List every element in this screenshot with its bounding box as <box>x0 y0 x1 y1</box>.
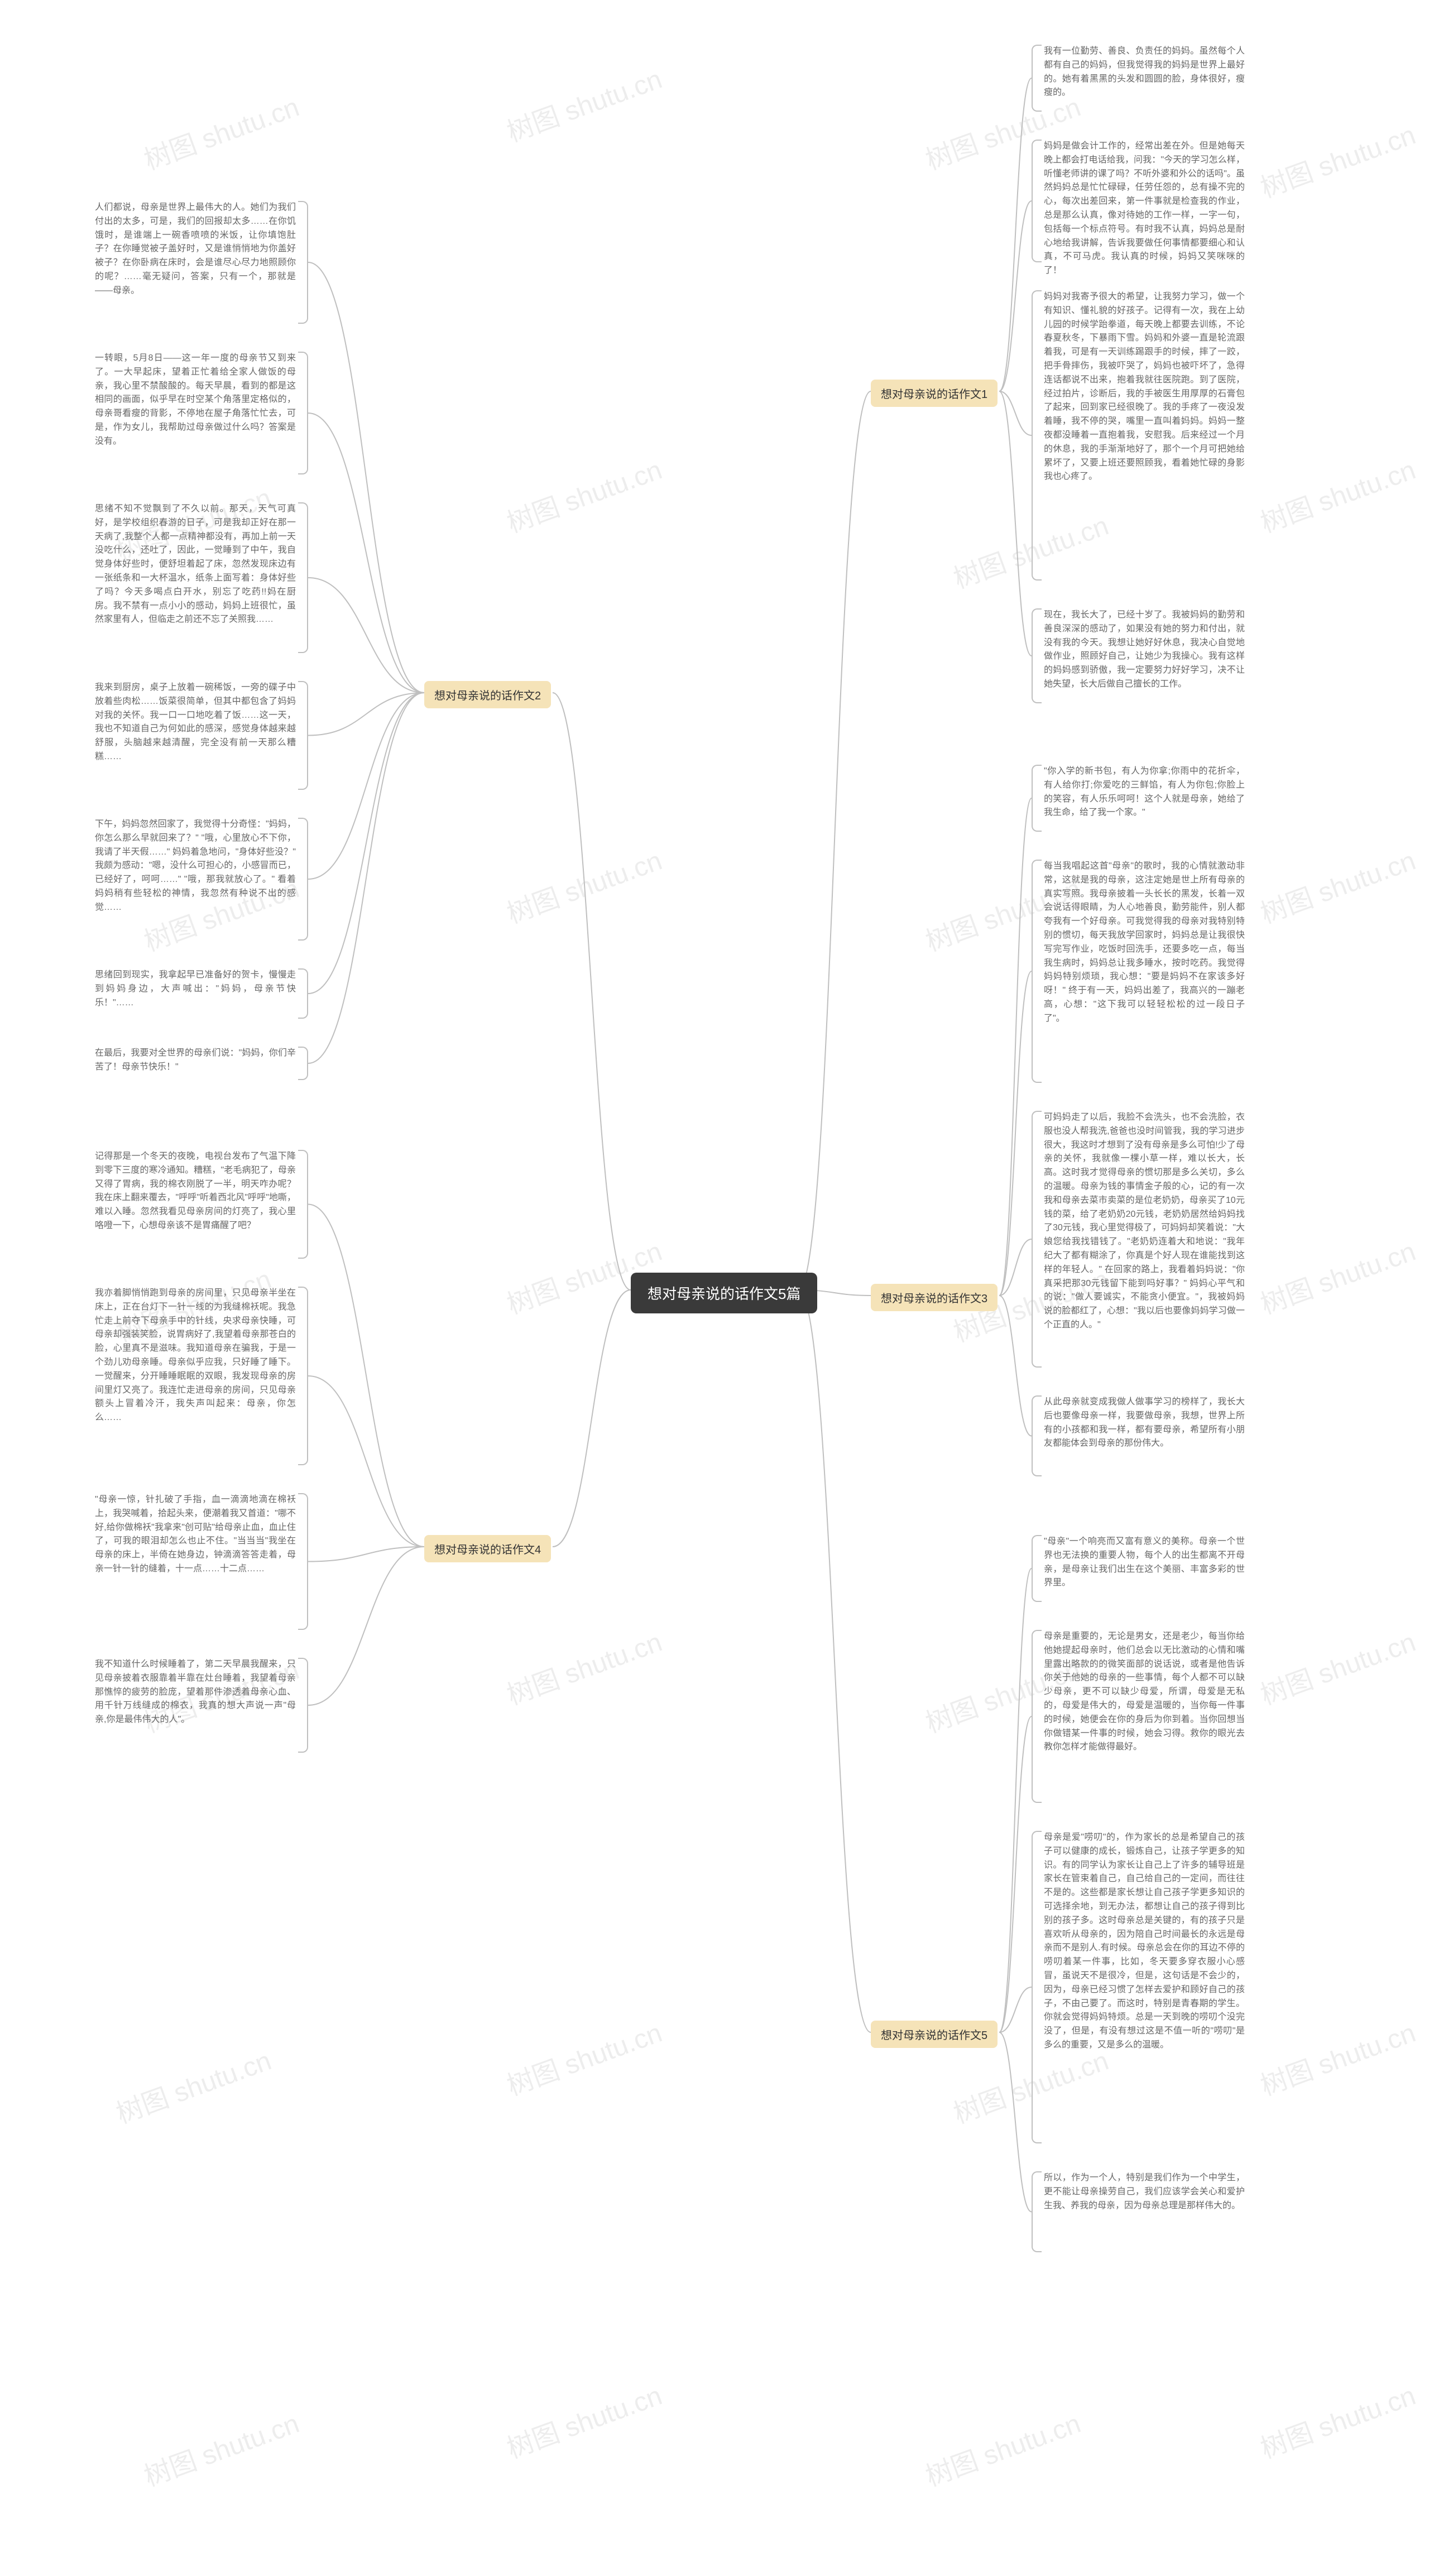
watermark: 树图 shutu.cn <box>138 2401 304 2493</box>
leaf-bracket <box>298 1150 308 1259</box>
leaf-bracket <box>1032 1111 1042 1368</box>
leaf-bracket <box>1032 608 1042 703</box>
leaf-node: 下午，妈妈忽然回家了，我觉得十分奇怪："妈妈，你怎么那么早就回来了？" "哦，心… <box>95 818 296 915</box>
leaf-node: 记得那是一个冬天的夜晚，电视台发布了气温下降到零下三度的寒冷通知。糟糕，"老毛病… <box>95 1150 296 1233</box>
branch-node: 想对母亲说的话作文1 <box>871 380 998 407</box>
watermark: 树图 shutu.cn <box>1254 838 1420 930</box>
leaf-bracket <box>1032 860 1042 1083</box>
watermark: 树图 shutu.cn <box>919 2401 1085 2493</box>
leaf-bracket <box>298 681 308 790</box>
watermark: 树图 shutu.cn <box>501 2011 666 2103</box>
leaf-node: 思绪不知不觉飘到了不久以前。那天，天气可真好，是学校组织春游的日子，可是我却正好… <box>95 502 296 627</box>
leaf-node: 母亲是重要的，无论是男女，还是老少，每当你给他她提起母亲时，他们总会以无比激动的… <box>1044 1630 1245 1754</box>
watermark: 树图 shutu.cn <box>1254 1229 1420 1321</box>
leaf-node: 人们都说，母亲是世界上最伟大的人。她们为我们付出的太多，可是，我们的回报却太多…… <box>95 201 296 298</box>
leaf-node: 妈妈对我寄予很大的希望，让我努力学习，做一个有知识、懂礼貌的好孩子。记得有一次，… <box>1044 290 1245 484</box>
leaf-node: "母亲"一个响亮而又富有意义的美称。母亲一个世界也无法换的重要人物，每个人的出生… <box>1044 1535 1245 1590</box>
leaf-node: "母亲一惊，针扎破了手指，血一滴滴地滴在棉袄上，我哭喊着，拾起头来，便潮着我又首… <box>95 1493 296 1576</box>
leaf-node: 每当我唱起这首"母亲"的歌时，我的心情就激动非常，这就是我的母亲，这注定她是世上… <box>1044 860 1245 1026</box>
branch-node: 想对母亲说的话作文5 <box>871 2021 998 2048</box>
leaf-node: 从此母亲就变成我做人做事学习的榜样了，我长大后也要像母亲一样，我要做母亲，我想，… <box>1044 1395 1245 1451</box>
root-node: 想对母亲说的话作文5篇 <box>631 1273 817 1313</box>
leaf-bracket <box>298 968 308 1019</box>
leaf-node: 一转眼，5月8日——这一年一度的母亲节又到来了。一大早起床，望着正忙着给全家人做… <box>95 352 296 449</box>
watermark: 树图 shutu.cn <box>1254 2373 1420 2465</box>
leaf-node: 所以，作为一个人，特别是我们作为一个中学生，更不能让母亲操劳自己，我们应该学会关… <box>1044 2171 1245 2213</box>
watermark: 树图 shutu.cn <box>1254 113 1420 205</box>
leaf-node: 母亲是爱"唠叨"的，作为家长的总是希望自己的孩子可以健康的成长，锻炼自己，让孩子… <box>1044 1831 1245 2052</box>
leaf-bracket <box>298 502 308 653</box>
watermark: 树图 shutu.cn <box>501 448 666 540</box>
leaf-bracket <box>1032 1831 1042 2143</box>
watermark: 树图 shutu.cn <box>110 2038 276 2131</box>
leaf-node: 我来到厨房，桌子上放着一碗稀饭，一旁的碟子中放着些肉松……饭菜很简单，但其中都包… <box>95 681 296 764</box>
leaf-bracket <box>1032 45 1042 112</box>
leaf-bracket <box>298 1493 308 1630</box>
leaf-bracket <box>1032 1535 1042 1602</box>
leaf-bracket <box>1032 1395 1042 1476</box>
watermark: 树图 shutu.cn <box>1254 1620 1420 1712</box>
leaf-node: 思绪回到现实，我拿起早已准备好的贺卡，慢慢走到妈妈身边，大声喊出："妈妈，母亲节… <box>95 968 296 1010</box>
watermark: 树图 shutu.cn <box>138 85 304 177</box>
leaf-node: 可妈妈走了以后，我脸不会洗头，也不会洗脸，衣服也没人帮我洗,爸爸也没时间管我，我… <box>1044 1111 1245 1332</box>
leaf-bracket <box>298 1658 308 1753</box>
branch-node: 想对母亲说的话作文4 <box>424 1535 551 1562</box>
leaf-node: "你入学的新书包，有人为你拿;你雨中的花折伞，有人给你打;你爱吃的三鲜馅，有人为… <box>1044 765 1245 820</box>
leaf-bracket <box>1032 290 1042 581</box>
watermark: 树图 shutu.cn <box>501 1620 666 1712</box>
leaf-bracket <box>298 201 308 324</box>
leaf-bracket <box>1032 765 1042 832</box>
leaf-node: 我有一位勤劳、善良、负责任的妈妈。虽然每个人都有自己的妈妈，但我觉得我的妈妈是世… <box>1044 45 1245 100</box>
leaf-bracket <box>1032 1630 1042 1803</box>
leaf-node: 我亦着脚悄悄跑到母亲的房间里，只见母亲半坐在床上，正在台灯下一针一线的为我缝棉袄… <box>95 1287 296 1425</box>
branch-node: 想对母亲说的话作文3 <box>871 1284 998 1311</box>
leaf-node: 妈妈是做会计工作的，经常出差在外。但是她每天晚上都会打电话给我，问我："今天的学… <box>1044 140 1245 278</box>
leaf-bracket <box>298 1047 308 1080</box>
leaf-bracket <box>298 1287 308 1465</box>
watermark: 树图 shutu.cn <box>947 2038 1113 2131</box>
leaf-node: 现在，我长大了，已经十岁了。我被妈妈的勤劳和善良深深的感动了，如果没有她的努力和… <box>1044 608 1245 692</box>
watermark: 树图 shutu.cn <box>1254 2011 1420 2103</box>
leaf-bracket <box>298 352 308 474</box>
watermark: 树图 shutu.cn <box>501 57 666 149</box>
leaf-node: 我不知道什么时候睡着了，第二天早晨我醒来，只见母亲披着衣服靠着半靠在灶台睡着，我… <box>95 1658 296 1727</box>
watermark: 树图 shutu.cn <box>501 2373 666 2465</box>
leaf-bracket <box>1032 2171 1042 2252</box>
leaf-bracket <box>1032 140 1042 262</box>
watermark: 树图 shutu.cn <box>1254 448 1420 540</box>
leaf-bracket <box>298 818 308 941</box>
watermark: 树图 shutu.cn <box>947 503 1113 596</box>
watermark: 树图 shutu.cn <box>501 838 666 930</box>
branch-node: 想对母亲说的话作文2 <box>424 681 551 708</box>
leaf-node: 在最后，我要对全世界的母亲们说："妈妈，你们辛苦了！母亲节快乐！" <box>95 1047 296 1074</box>
